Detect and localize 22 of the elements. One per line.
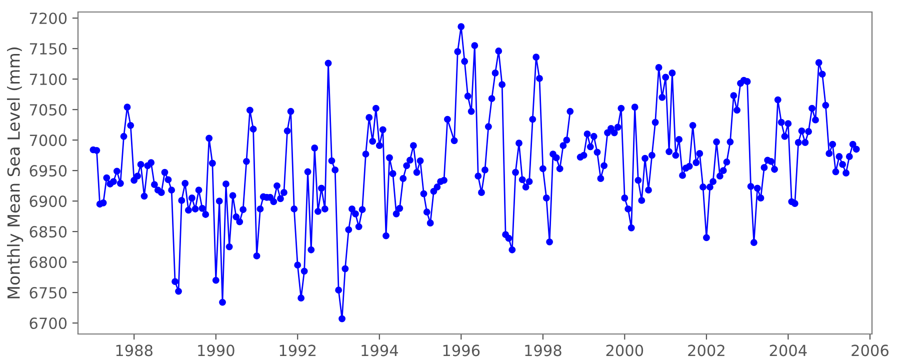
y-tick-label: 6800	[30, 256, 67, 268]
y-tick-label: 7200	[30, 12, 67, 24]
y-tick-label: 7150	[30, 43, 67, 55]
y-tick-label: 6950	[30, 165, 67, 177]
y-tick-label: 7050	[30, 104, 67, 116]
x-tick-label: 1990	[198, 344, 234, 356]
x-tick-label: 2002	[688, 344, 724, 356]
y-tick-label: 6700	[30, 317, 67, 330]
y-axis-title: Monthly Mean Sea Level (mm)	[7, 48, 24, 298]
y-tick-label: 6850	[30, 226, 67, 238]
x-tick-label: 1994	[362, 344, 398, 356]
x-tick-label: 1988	[116, 344, 152, 356]
y-tick-label: 6750	[30, 286, 67, 299]
x-tick-label: 2006	[852, 344, 888, 356]
y-tick-label: 7100	[30, 74, 67, 86]
x-tick-label: 2004	[770, 344, 807, 356]
x-tick-label: 1998	[525, 344, 562, 356]
x-tick-label: 1996	[443, 344, 480, 356]
y-tick-label: 6900	[30, 196, 67, 208]
x-tick-label: 1992	[280, 344, 316, 356]
x-tick-label: 2000	[606, 344, 644, 356]
y-tick-label: 7000	[30, 134, 67, 146]
